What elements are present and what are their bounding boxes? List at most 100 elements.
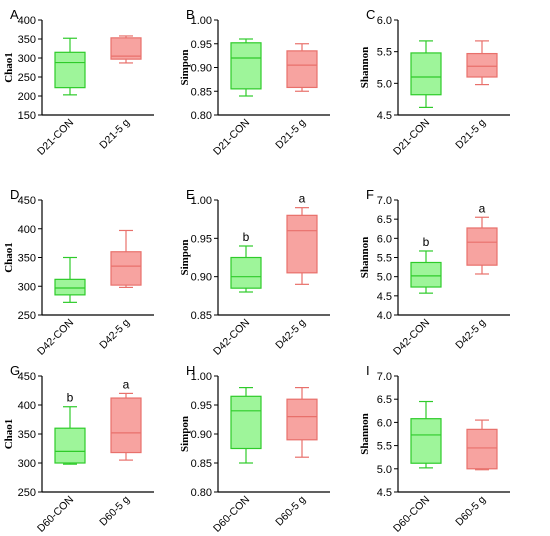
box-con	[230, 387, 262, 464]
box-iqr	[230, 42, 262, 90]
y-tick-label: 6.5	[377, 394, 392, 406]
box-con: b	[54, 391, 86, 465]
box-treatment	[466, 419, 498, 471]
box-con	[54, 37, 86, 96]
y-tick-label: 0.85	[191, 458, 212, 470]
y-tick-label: 0.90	[191, 272, 212, 284]
y-tick-label: 350	[18, 429, 36, 441]
y-tick-label: 250	[18, 310, 36, 322]
y-tick-label: 0.85	[191, 86, 212, 98]
y-tick-label: 0.90	[191, 63, 212, 75]
y-tick-label: 0.80	[191, 110, 212, 122]
significance-letter: b	[67, 391, 74, 405]
box-treatment	[466, 40, 498, 86]
box-con	[54, 256, 86, 303]
y-tick-label: 400	[18, 400, 36, 412]
panel-g: G Chao1 250 300 350 400 450 b D60-CON a D60-5 g	[3, 363, 154, 535]
box-treatment	[286, 43, 318, 92]
y-tick-label: 350	[18, 34, 36, 46]
x-category-label: D42-CON	[391, 317, 432, 358]
box-iqr	[286, 50, 318, 89]
box-iqr	[410, 52, 442, 96]
y-tick-label: 250	[18, 72, 36, 84]
box-con	[230, 38, 262, 97]
y-tick-label: 4.5	[377, 487, 392, 499]
y-tick-label: 400	[18, 224, 36, 236]
box-con: b	[230, 230, 262, 293]
x-category-label: D21-CON	[391, 117, 432, 158]
y-tick-label: 5.0	[377, 78, 392, 90]
x-category-label: D60-CON	[391, 494, 432, 535]
x-category-label: D42-CON	[211, 317, 252, 358]
y-tick-label: 0.80	[191, 487, 212, 499]
x-category-label: D60-CON	[211, 494, 252, 535]
box-treatment: a	[286, 192, 318, 285]
y-tick-label: 4.5	[377, 291, 392, 303]
panel-letter: C	[366, 7, 375, 22]
y-tick-label: 6.5	[377, 214, 392, 226]
y-axis-label: Shannon	[359, 237, 371, 279]
box-con: b	[410, 235, 442, 294]
x-category-label: D60-5 g	[453, 494, 488, 529]
y-axis-label: Chao1	[3, 242, 15, 273]
box-iqr	[54, 51, 86, 89]
y-tick-label: 6.0	[377, 233, 392, 245]
y-tick-label: 1.00	[191, 195, 212, 207]
y-tick-label: 1.00	[191, 15, 212, 27]
box-iqr	[230, 256, 262, 289]
x-category-label: D60-5 g	[97, 494, 132, 529]
box-iqr	[54, 278, 86, 296]
panel-letter: A	[10, 7, 19, 22]
y-tick-label: 200	[18, 91, 36, 103]
panel-letter: I	[366, 363, 370, 378]
panel-b: B Simpon 0.80 0.85 0.90 0.95 1.00 D21-CON D21-5 …	[179, 7, 330, 158]
y-tick-label: 300	[18, 53, 36, 65]
box-iqr	[54, 427, 86, 464]
y-tick-label: 0.95	[191, 400, 212, 412]
x-category-label: D21-CON	[211, 117, 252, 158]
y-tick-label: 1.00	[191, 371, 212, 383]
x-category-label: D42-CON	[35, 317, 76, 358]
x-category-label: D21-5 g	[273, 117, 308, 152]
significance-letter: b	[423, 235, 430, 249]
x-category-label: D21-CON	[35, 117, 76, 158]
x-category-label: D21-5 g	[453, 117, 488, 152]
box-iqr	[286, 214, 318, 274]
significance-letter: a	[123, 377, 130, 391]
panel-e: E Simpon 0.85 0.90 0.95 1.00 b D42-CON a D42-5 g	[179, 187, 330, 358]
box-iqr	[410, 418, 442, 464]
y-axis-label: Chao1	[3, 419, 15, 450]
panel-f: F Shannon 4.0 4.5 5.0 5.5 6.0 6.5 7.0 b D42-CON a D4…	[359, 187, 510, 358]
panel-c: C Shannon 4.5 5.0 5.5 6.0 D21-CON D21-5 g	[359, 7, 510, 158]
x-category-label: D42-5 g	[453, 317, 488, 352]
box-treatment: a	[110, 377, 142, 461]
x-category-label: D21-5 g	[97, 117, 132, 152]
y-tick-label: 5.5	[377, 253, 392, 265]
box-iqr	[110, 37, 142, 60]
y-tick-label: 250	[18, 487, 36, 499]
box-treatment: a	[466, 201, 498, 275]
significance-letter: a	[299, 192, 306, 206]
y-tick-label: 5.5	[377, 441, 392, 453]
box-iqr	[110, 251, 142, 286]
y-axis-label: Simpon	[179, 416, 191, 452]
significance-letter: a	[479, 201, 486, 215]
box-iqr	[410, 261, 442, 288]
y-tick-label: 5.0	[377, 464, 392, 476]
panel-i: I Shannon 4.5 5.0 5.5 6.0 6.5 7.0 D60-CON D60-5 g	[359, 363, 510, 535]
box-treatment	[110, 229, 142, 288]
panel-letter: D	[10, 187, 19, 202]
box-iqr	[466, 428, 498, 470]
box-iqr	[466, 52, 498, 78]
panel-letter: G	[10, 363, 20, 378]
y-tick-label: 6.0	[377, 417, 392, 429]
y-axis-label: Shannon	[359, 413, 371, 455]
y-tick-label: 5.0	[377, 272, 392, 284]
y-tick-label: 350	[18, 253, 36, 265]
y-tick-label: 0.90	[191, 429, 212, 441]
y-tick-label: 7.0	[377, 195, 392, 207]
x-category-label: D60-5 g	[273, 494, 308, 529]
y-tick-label: 450	[18, 195, 36, 207]
box-iqr	[286, 398, 318, 441]
